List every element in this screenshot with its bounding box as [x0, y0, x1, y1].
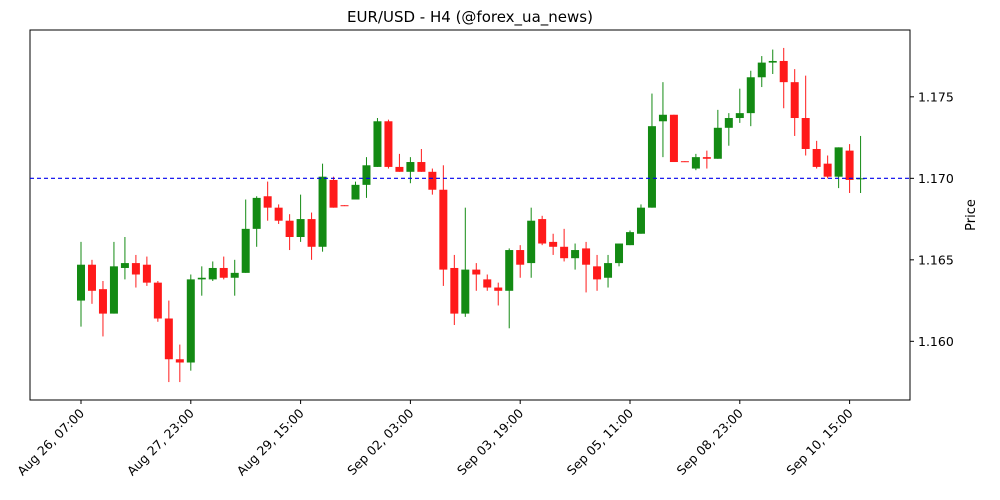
candle-body: [219, 267, 228, 278]
candle-body: [658, 114, 667, 122]
x-tick-label: Aug 29, 15:00: [234, 405, 307, 478]
candle-body: [120, 263, 129, 268]
candle-body: [285, 220, 294, 238]
candle-body: [373, 121, 382, 167]
candle-body: [856, 178, 865, 180]
candle-body: [77, 264, 85, 301]
candle-body: [142, 264, 151, 283]
candle-body: [109, 266, 118, 314]
x-tick-label: Sep 03, 19:00: [454, 405, 526, 477]
candle-body: [779, 60, 788, 83]
candle-body: [516, 250, 525, 265]
candle-body: [439, 189, 448, 270]
candle-body: [801, 118, 810, 149]
candle-body: [560, 246, 569, 259]
y-axis-label: Price: [964, 199, 979, 231]
candle-body: [483, 279, 492, 288]
chart-title: EUR/USD - H4 (@forex_ua_news): [347, 8, 593, 27]
candle-body: [604, 263, 613, 278]
candle-body: [362, 165, 371, 185]
candle-body: [351, 184, 360, 200]
candle-body: [197, 277, 206, 280]
y-tick-label: 1.160: [918, 334, 954, 349]
candle-body: [735, 113, 744, 119]
candle-body: [241, 228, 250, 273]
x-tick-label: Sep 05, 11:00: [564, 405, 636, 477]
candle-body: [845, 150, 854, 180]
candle-body: [626, 232, 634, 246]
x-tick-label: Sep 02, 03:00: [344, 405, 416, 477]
candle-body: [680, 161, 689, 163]
candle-body: [812, 148, 821, 167]
candle-body: [274, 207, 283, 221]
candle-body: [746, 77, 755, 114]
candle-body: [450, 267, 459, 314]
candle-body: [175, 359, 184, 363]
candle-body: [757, 62, 766, 78]
candle-body: [571, 250, 580, 259]
candle-body: [87, 264, 96, 291]
candle-body: [263, 196, 272, 208]
candle-body: [823, 163, 832, 177]
candle-body: [461, 269, 470, 314]
candle-body: [131, 263, 140, 275]
candle-body: [713, 127, 722, 159]
candle-body: [164, 318, 173, 360]
candle-body: [691, 157, 700, 169]
candle-body: [329, 179, 338, 208]
candle-body: [768, 60, 777, 63]
candle-body: [702, 157, 711, 159]
candle-body: [538, 219, 547, 244]
candle-body: [186, 279, 195, 363]
candle-body: [505, 250, 514, 291]
candle-body: [593, 266, 602, 280]
candle-body: [406, 162, 415, 172]
candle-body: [340, 205, 349, 207]
candle-body: [636, 207, 645, 234]
candle-body: [582, 248, 591, 265]
plot-frame: [29, 29, 911, 401]
candle-body: [615, 243, 624, 264]
candle-body: [724, 118, 733, 128]
candle-body: [395, 166, 404, 172]
x-tick-label: Aug 26, 07:00: [14, 405, 87, 478]
candle-body: [669, 114, 678, 163]
candle-body: [230, 272, 239, 278]
candle-body: [307, 219, 316, 247]
candle-body: [384, 121, 393, 167]
candle-body: [647, 126, 656, 208]
candle-body: [527, 220, 536, 264]
x-tick-label: Aug 27, 23:00: [124, 405, 197, 478]
candle-body: [296, 219, 305, 238]
candle-body: [472, 269, 481, 275]
x-tick-label: Sep 10, 15:00: [783, 405, 855, 477]
candle-body: [494, 287, 503, 291]
candle-body: [98, 289, 107, 314]
y-tick-label: 1.175: [918, 89, 954, 104]
candle-body: [834, 147, 843, 177]
candle-body: [428, 171, 437, 190]
x-tick-label: Sep 08, 23:00: [673, 405, 745, 477]
y-tick-label: 1.165: [918, 252, 954, 267]
y-tick-label: 1.170: [918, 171, 954, 186]
candle-body: [790, 82, 799, 119]
candle-body: [549, 241, 558, 247]
candle-body: [417, 162, 426, 172]
candle-body: [252, 197, 261, 229]
candle-body: [153, 282, 162, 319]
candle-body: [208, 267, 217, 280]
candle-body: [318, 176, 327, 247]
